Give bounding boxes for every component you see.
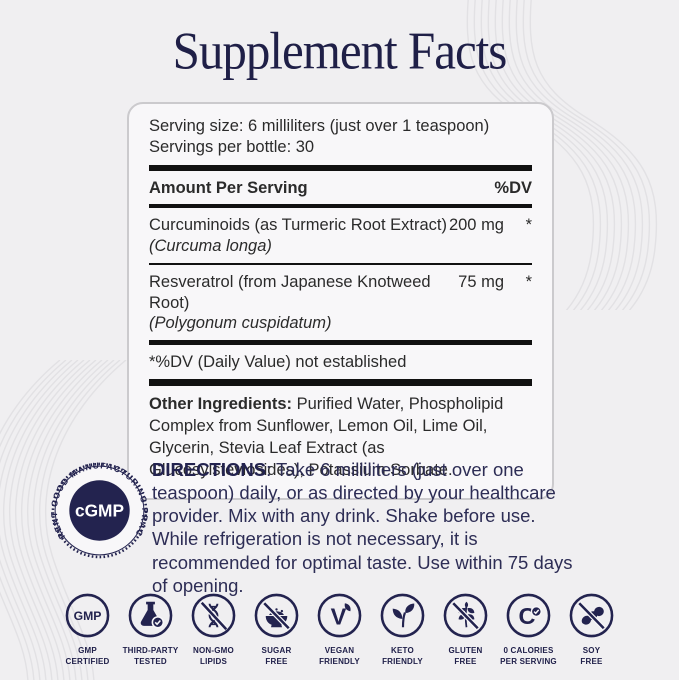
dv-not-established-note: *%DV (Daily Value) not established — [149, 353, 407, 372]
cgmp-center-text: cGMP — [75, 500, 124, 520]
sprout-icon — [380, 593, 425, 638]
zero-calories-icon: C — [506, 593, 551, 638]
badge-label-line1: SUGAR — [261, 646, 292, 655]
svg-text:V: V — [331, 603, 347, 629]
badge-label-line1: GLUTEN — [448, 646, 483, 655]
dv-column-label: %DV — [494, 178, 532, 197]
servings-per-bottle-line: Servings per bottle: 30 — [149, 137, 315, 156]
badge-gluten-free: GLUTEN FREE — [436, 592, 495, 667]
directions-paragraph: DIRECTIONS: Take 6 milliliters (just ove… — [152, 458, 578, 597]
badge-label-line2: LIPIDS — [200, 657, 227, 667]
ingredient-name: Resveratrol (from Japanese Knotweed Root… — [149, 272, 431, 312]
divider-thick — [149, 340, 532, 346]
vegan-v-leaf-icon: V — [317, 593, 362, 638]
other-ingredients-paragraph: Other Ingredients: Purified Water, Phosp… — [149, 386, 532, 482]
badge-label-line2: FRIENDLY — [319, 657, 360, 667]
badge-label-line1: SOY — [582, 646, 601, 655]
badge-third-party-tested: THIRD-PARTY TESTED — [121, 592, 180, 667]
directions-label: DIRECTIONS — [152, 459, 267, 480]
flask-check-icon — [128, 593, 173, 638]
other-ingredients-label: Other Ingredients: — [149, 395, 293, 414]
ingredient-name: Curcuminoids (as Turmeric Root Extract) — [149, 216, 447, 235]
serving-size-line: Serving size: 6 milliliters (just over 1… — [149, 117, 490, 135]
badge-label-line1: 0 CALORIES — [503, 646, 554, 655]
badge-label-line2: FREE — [580, 657, 603, 667]
ingredient-amount: 200 mg — [448, 216, 504, 235]
svg-text:GMP: GMP — [74, 609, 102, 623]
badge-sugar-free: SUGAR FREE — [247, 592, 306, 667]
wheat-slash-icon — [443, 593, 488, 638]
badge-label-line2: FREE — [454, 657, 477, 667]
gmp-seal-icon: GMP — [65, 593, 110, 638]
divider-thin — [149, 262, 532, 265]
badge-label-line1: KETO — [391, 646, 414, 655]
page-title: Supplement Facts — [172, 20, 508, 81]
badge-label-line2: FREE — [265, 657, 288, 667]
badge-gmp-certified: GMP GMP CERTIFIED — [58, 592, 117, 667]
badge-non-gmo-lipids: NON-GMO LIPIDS — [184, 592, 243, 667]
badge-vegan-friendly: V VEGAN FRIENDLY — [310, 592, 369, 667]
badge-label-line2: PER SERVING — [500, 657, 557, 667]
badge-soy-free: SOY FREE — [562, 592, 621, 667]
divider-thick — [149, 379, 532, 387]
sugar-bowl-slash-icon — [254, 593, 299, 638]
badge-label-line1: NON-GMO — [193, 646, 234, 655]
ingredient-amount: 75 mg — [458, 272, 504, 291]
badge-label-line1: VEGAN — [324, 646, 355, 655]
badge-label-line2: CERTIFIED — [65, 657, 110, 667]
amount-per-serving-label: Amount Per Serving — [149, 178, 308, 197]
facts-header-row: Amount Per Serving %DV — [149, 171, 532, 205]
badge-label-line1: THIRD-PARTY — [122, 646, 179, 655]
badge-label-line1: GMP — [78, 646, 97, 655]
feature-badge-row: GMP GMP CERTIFIED THIRD-PARTY TESTED — [0, 592, 679, 667]
divider-thick — [149, 164, 532, 171]
badge-label-line2: TESTED — [134, 657, 167, 667]
badge-keto-friendly: KETO FRIENDLY — [373, 592, 432, 667]
ingredient-dv-asterisk: * — [525, 216, 532, 235]
supplement-facts-panel: Serving size: 6 milliliters (just over 1… — [127, 102, 554, 500]
ingredient-row-resveratrol: Resveratrol (from Japanese Knotweed Root… — [149, 265, 532, 340]
directions-text: : Take 6 milliliters (just over one teas… — [152, 459, 573, 596]
soy-slash-icon — [569, 593, 614, 638]
cgmp-stamp-badge: CURRENT GOOD MANUFACTURING PRACTICE cGMP — [50, 461, 149, 559]
dna-slash-icon — [191, 593, 236, 638]
ingredient-dv-asterisk: * — [525, 272, 532, 291]
ingredient-latin-name: (Polygonum cuspidatum) — [149, 314, 332, 333]
badge-label-line2: FRIENDLY — [382, 657, 423, 667]
ingredient-row-curcuminoids: Curcuminoids (as Turmeric Root Extract) … — [149, 208, 532, 263]
other-ingredients-text: Purified Water, Phospholipid Complex fro… — [149, 395, 504, 479]
badge-zero-calories: C 0 CALORIES PER SERVING — [499, 592, 558, 667]
divider-medium — [149, 204, 532, 209]
ingredient-latin-name: (Curcuma longa) — [149, 237, 272, 256]
